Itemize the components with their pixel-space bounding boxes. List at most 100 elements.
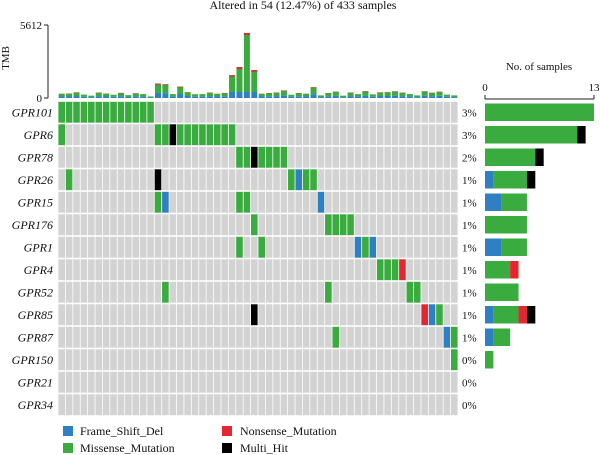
tmb-bar-missense bbox=[117, 92, 124, 97]
cell-gpr150-missense-mutation bbox=[450, 349, 458, 371]
tmb-bar-missense bbox=[325, 93, 332, 97]
legend-swatch-missense-mutation bbox=[63, 443, 73, 453]
cell-empty bbox=[362, 371, 369, 393]
cell-gpr1-frame-shift-del bbox=[354, 236, 362, 258]
cell-empty bbox=[384, 169, 391, 191]
cell-empty bbox=[213, 191, 221, 213]
cell-empty bbox=[228, 259, 236, 281]
cell-empty bbox=[295, 281, 303, 303]
side-bar-gpr78-missense-mutation bbox=[485, 148, 536, 166]
cell-empty bbox=[354, 394, 362, 416]
cell-empty bbox=[176, 214, 184, 236]
cell-gpr6-missense-mutation bbox=[58, 124, 66, 146]
cell-empty bbox=[354, 349, 362, 371]
cell-empty bbox=[132, 236, 140, 258]
tmb-bar-frame-shift bbox=[377, 96, 384, 98]
cell-empty bbox=[302, 214, 310, 236]
cell-empty bbox=[347, 349, 354, 371]
cell-empty bbox=[117, 326, 125, 348]
cell-gpr87-frame-shift-del bbox=[443, 326, 451, 348]
cell-empty bbox=[399, 236, 406, 258]
cell-empty bbox=[258, 304, 266, 326]
cell-empty bbox=[450, 281, 458, 303]
cell-empty bbox=[421, 214, 428, 236]
cell-empty bbox=[228, 326, 236, 348]
cell-empty bbox=[73, 349, 80, 371]
cell-empty bbox=[347, 259, 354, 281]
cell-empty bbox=[117, 304, 125, 326]
cell-empty bbox=[362, 281, 369, 303]
matrix-background bbox=[58, 101, 458, 416]
cell-empty bbox=[117, 236, 125, 258]
cell-empty bbox=[102, 214, 110, 236]
cell-empty bbox=[132, 281, 140, 303]
cell-empty bbox=[221, 304, 228, 326]
cell-gpr87-missense-mutation bbox=[332, 326, 340, 348]
tmb-bar-frame-shift bbox=[362, 95, 369, 98]
tmb-bar-missense bbox=[369, 94, 376, 97]
cell-empty bbox=[191, 281, 199, 303]
cell-empty bbox=[132, 259, 140, 281]
cell-empty bbox=[206, 101, 214, 123]
tmb-bar-frame-shift bbox=[317, 97, 324, 98]
cell-empty bbox=[450, 146, 458, 168]
cell-empty bbox=[162, 371, 169, 393]
cell-empty bbox=[443, 349, 451, 371]
tmb-bar-frame-shift bbox=[310, 94, 317, 98]
cell-empty bbox=[213, 371, 221, 393]
cell-gpr1-missense-mutation bbox=[362, 236, 369, 258]
cell-empty bbox=[73, 371, 80, 393]
cell-empty bbox=[132, 214, 140, 236]
cell-empty bbox=[376, 169, 384, 191]
cell-empty bbox=[443, 169, 451, 191]
cell-empty bbox=[362, 169, 369, 191]
cell-empty bbox=[376, 236, 384, 258]
cell-empty bbox=[110, 371, 117, 393]
cell-empty bbox=[354, 326, 362, 348]
cell-empty bbox=[317, 214, 325, 236]
cell-empty bbox=[295, 214, 303, 236]
cell-empty bbox=[421, 326, 428, 348]
tmb-bar-frame-shift bbox=[110, 96, 117, 98]
cell-empty bbox=[362, 394, 369, 416]
cell-empty bbox=[58, 304, 66, 326]
side-bar-gpr101-missense-mutation bbox=[485, 103, 594, 121]
cell-empty bbox=[325, 326, 332, 348]
cell-gpr4-missense-mutation bbox=[384, 259, 391, 281]
cell-empty bbox=[147, 191, 154, 213]
cell-empty bbox=[332, 394, 340, 416]
side-bar-gpr26-multi-hit bbox=[526, 171, 536, 189]
cell-gpr6-missense-mutation bbox=[206, 124, 214, 146]
cell-empty bbox=[139, 259, 147, 281]
cell-empty bbox=[176, 349, 184, 371]
cell-empty bbox=[206, 394, 214, 416]
tmb-bar-missense bbox=[103, 93, 110, 97]
cell-empty bbox=[184, 281, 191, 303]
cell-empty bbox=[362, 326, 369, 348]
cell-empty bbox=[288, 236, 295, 258]
cell-empty bbox=[428, 169, 436, 191]
cell-empty bbox=[317, 304, 325, 326]
cell-empty bbox=[132, 146, 140, 168]
cell-empty bbox=[65, 214, 73, 236]
cell-empty bbox=[184, 236, 191, 258]
percent-label: 1% bbox=[462, 332, 477, 344]
cell-empty bbox=[147, 124, 154, 146]
tmb-bar-missense bbox=[280, 90, 287, 96]
cell-empty bbox=[102, 394, 110, 416]
cell-empty bbox=[132, 394, 140, 416]
gene-label: GPR26 bbox=[18, 173, 53, 187]
cell-empty bbox=[73, 326, 80, 348]
tmb-bar-missense bbox=[73, 92, 80, 97]
side-bar-gpr6-multi-hit bbox=[577, 126, 586, 144]
cell-empty bbox=[154, 304, 162, 326]
cell-empty bbox=[125, 349, 132, 371]
cell-gpr85-missense-mutation bbox=[436, 304, 443, 326]
cell-empty bbox=[236, 214, 243, 236]
tmb-bar-nonsense bbox=[162, 84, 169, 86]
tmb-bar-frame-shift bbox=[303, 96, 310, 98]
cell-empty bbox=[184, 259, 191, 281]
cell-empty bbox=[288, 101, 295, 123]
cell-empty bbox=[206, 349, 214, 371]
cell-empty bbox=[221, 236, 228, 258]
